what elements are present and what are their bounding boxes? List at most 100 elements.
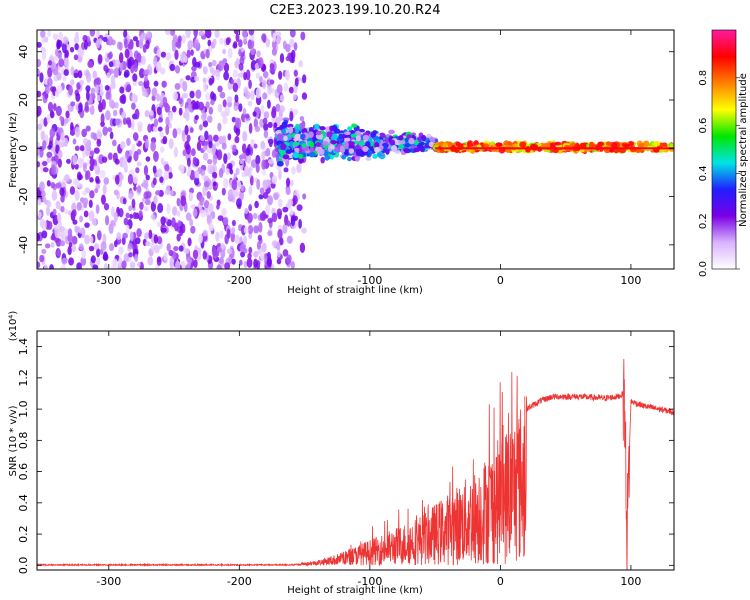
spectrogram-cell: [113, 189, 119, 196]
spectrogram-cell: [408, 137, 415, 145]
spectrogram-cell: [138, 80, 144, 87]
spectrogram-cell: [96, 230, 102, 241]
spectrogram-cell: [60, 230, 65, 241]
colorbar: 0.0 0.2 0.4 0.6 0.8 Normalized spectral ampl…: [698, 29, 749, 277]
spectrogram-cell: [193, 176, 200, 186]
spectrogram-cell: [121, 93, 127, 105]
spectrogram-cell: [374, 146, 380, 153]
spectrogram-cell: [178, 98, 183, 105]
spectrogram-cell: [611, 142, 618, 149]
spectrogram-cell: [298, 122, 305, 130]
spectrogram-cell: [144, 199, 151, 206]
spectrogram-cell: [227, 101, 233, 108]
spectrogram-cell: [113, 211, 118, 223]
spectrogram-cell: [165, 124, 170, 136]
spectrogram-cell: [156, 256, 162, 266]
spectrogram-cell: [208, 106, 214, 115]
spectrogram-cell: [347, 156, 352, 162]
spectrogram-cell: [160, 227, 167, 233]
spectrogram-cell: [65, 110, 70, 119]
spectrogram-cell: [200, 135, 205, 142]
spectrogram-cell: [289, 111, 294, 122]
spectrogram-cell: [44, 83, 50, 95]
spectrogram-cell: [243, 35, 248, 44]
spectrogram-cell: [204, 30, 210, 38]
spectrogram-cell: [215, 231, 220, 242]
spectrogram-cell: [344, 131, 351, 136]
spectrogram-cell: [67, 234, 74, 243]
spectrogram-cell: [52, 33, 59, 41]
spectrogram-cell: [95, 39, 101, 49]
spectrogram-cell: [60, 132, 65, 142]
spectrogram-cell: [278, 169, 282, 180]
spectrogram-cell: [96, 94, 101, 102]
spectrogram-cell: [201, 112, 207, 122]
spectrogram-cell: [254, 200, 259, 209]
spectrogram-cell: [173, 245, 179, 252]
spectrogram-cell: [194, 169, 200, 179]
spectrogram-cell: [314, 123, 320, 130]
spectrogram-cell: [127, 242, 133, 250]
spectrogram-cell: [259, 250, 265, 261]
spectrogram-cell: [291, 49, 296, 60]
spectrogram-cell: [358, 128, 365, 133]
spectrogram-cell: [153, 80, 159, 87]
spectrogram-cell: [290, 216, 296, 227]
spectrogram-cell: [110, 81, 116, 90]
spectrogram-cell: [281, 128, 287, 135]
spectrogram-cell: [127, 58, 132, 70]
spectrogram-cell: [221, 137, 226, 144]
spectrogram-cell: [137, 124, 143, 133]
spectrogram-cell: [275, 31, 282, 38]
spectrogram-cell: [169, 63, 176, 72]
spectrogram-cell: [243, 261, 248, 269]
spectrogram-cell: [100, 113, 105, 124]
spectrogram-cell: [239, 158, 244, 165]
spectrogram-cell: [282, 206, 289, 213]
spectrogram-cell: [223, 153, 228, 165]
spectrogram-cell: [235, 127, 241, 137]
spectrogram-cell: [95, 175, 100, 184]
spectrogram-cell: [92, 70, 98, 79]
spectrogram-cell: [160, 216, 166, 226]
spectrogram-cell: [252, 212, 258, 220]
spectrogram-cell: [144, 69, 151, 75]
spectrogram-cell: [122, 117, 127, 125]
page-title: C2E3.2023.199.10.20.R24: [269, 3, 440, 18]
spectrogram-cell: [88, 199, 93, 208]
spectrogram-cell: [267, 230, 273, 237]
spectrogram-cell: [263, 111, 270, 120]
spectrogram-cell: [186, 134, 191, 143]
spectrogram-cell: [218, 60, 225, 71]
spectrogram-cell: [543, 142, 551, 149]
spectrogram-cell: [278, 70, 283, 80]
spectrogram-cell: [221, 142, 227, 150]
spectrogram-cell: [131, 198, 136, 209]
spectrogram-cell: [112, 139, 117, 147]
spectrogram-cell: [296, 163, 302, 173]
spectrogram-cell: [248, 185, 253, 196]
spectrogram-cell: [118, 246, 124, 255]
spectrogram-cell: [129, 261, 136, 269]
spectrogram-cell: [238, 259, 243, 266]
spectrogram-cell: [260, 104, 265, 115]
spectrogram-cell: [262, 180, 269, 191]
colorbar-tick-label: 0.8: [698, 70, 709, 86]
spectrogram-cell: [222, 116, 228, 125]
spectrogram-cell: [189, 127, 194, 133]
spectrogram-cell: [164, 164, 170, 172]
spectrogram-cell: [224, 262, 231, 269]
spectrogram-cell: [205, 48, 210, 59]
spectrogram-cell: [243, 248, 248, 254]
spectrogram-cell: [62, 75, 67, 82]
spectrogram-cell: [220, 110, 227, 118]
spectrogram-cell: [61, 42, 67, 54]
spectrogram-cell: [300, 133, 306, 140]
spectrogram-cell: [182, 50, 187, 58]
spectrogram-cell: [130, 119, 135, 130]
spectrogram-cell: [174, 65, 181, 74]
spectrogram-cell: [203, 200, 210, 209]
spectrogram-cell: [420, 141, 425, 146]
spectrogram-cell: [186, 157, 191, 167]
spectrogram-cell: [261, 33, 267, 42]
